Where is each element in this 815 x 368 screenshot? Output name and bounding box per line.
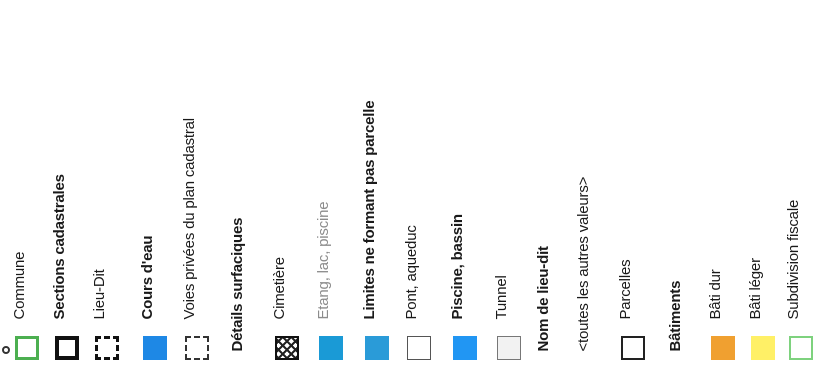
- legend-entry-label: Limites ne formant pas parcelle: [361, 100, 378, 320]
- legend-entry: Tunnel: [493, 0, 526, 368]
- legend-entry: <toutes les autres valeurs>: [575, 0, 608, 368]
- legend-entry-label: Bâti dur: [707, 269, 724, 320]
- legend-entry: Nom de lieu-dit: [535, 0, 568, 368]
- legend-swatch: [407, 336, 431, 360]
- legend-entry: Piscine, bassin: [449, 0, 482, 368]
- legend-entry-label: Sections cadastrales: [51, 174, 68, 320]
- legend-swatch: [789, 336, 813, 360]
- legend-swatch: [185, 336, 209, 360]
- legend-entry: Cours d'eau: [139, 0, 172, 368]
- legend-entry-label: Voies privées du plan cadastral: [181, 118, 198, 320]
- legend-entry: Voies privées du plan cadastral: [181, 0, 214, 368]
- legend-entry-label: Etang, lac, piscine: [315, 201, 332, 320]
- legend-swatch: [95, 336, 119, 360]
- legend-entry: Sections cadastrales: [51, 0, 84, 368]
- legend-swatch: [15, 336, 39, 360]
- legend-entry-label: Lieu-Dit: [91, 269, 108, 320]
- legend-entry-label: <toutes les autres valeurs>: [575, 176, 592, 352]
- legend-entry: Bâti léger: [747, 0, 780, 368]
- legend-swatch: [143, 336, 167, 360]
- legend-entry-label: Bâtiments: [667, 280, 684, 352]
- legend-bullet-icon: [2, 346, 10, 354]
- legend-entry-label: Pont, aqueduc: [403, 225, 420, 320]
- legend-entry: Commune: [11, 0, 44, 368]
- legend-entry-label: Tunnel: [493, 275, 510, 320]
- legend-entry-label: Détails surfaciques: [229, 217, 246, 352]
- legend-swatch: [275, 336, 299, 360]
- legend-swatch: [365, 336, 389, 360]
- legend-entry-label: Commune: [11, 251, 28, 320]
- legend-entry: Limites ne formant pas parcelle: [361, 0, 394, 368]
- legend-entry: Lieu-Dit: [91, 0, 124, 368]
- legend-entry: Cimetière: [271, 0, 304, 368]
- legend-entry: Parcelles: [617, 0, 650, 368]
- legend-swatch: [453, 336, 477, 360]
- legend-entry: Subdivision fiscale: [785, 0, 815, 368]
- legend-swatch: [621, 336, 645, 360]
- legend-swatch: [319, 336, 343, 360]
- legend-swatch: [497, 336, 521, 360]
- legend-entry-label: Parcelles: [617, 259, 634, 320]
- legend-entry-label: Nom de lieu-dit: [535, 246, 552, 352]
- legend-entry: Bâtiments: [667, 0, 700, 368]
- legend-entry: Pont, aqueduc: [403, 0, 436, 368]
- legend-entry-label: Cimetière: [271, 257, 288, 320]
- legend-entry: Etang, lac, piscine: [315, 0, 348, 368]
- legend-entry-label: Piscine, bassin: [449, 214, 466, 320]
- legend-entry: Détails surfaciques: [229, 0, 262, 368]
- legend-entry-label: Bâti léger: [747, 258, 764, 320]
- legend-entry-label: Subdivision fiscale: [785, 199, 802, 320]
- legend-swatch: [55, 336, 79, 360]
- legend-entry: Bâti dur: [707, 0, 740, 368]
- legend-entry-label: Cours d'eau: [139, 235, 156, 320]
- legend-swatch: [711, 336, 735, 360]
- legend-swatch: [751, 336, 775, 360]
